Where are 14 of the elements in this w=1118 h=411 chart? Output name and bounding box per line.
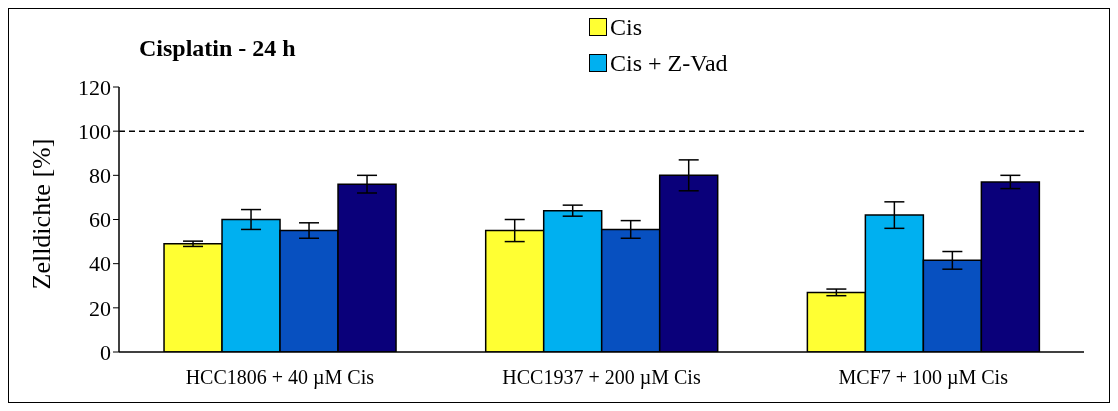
y-axis-title: Zelldichte [%] [27, 138, 57, 290]
y-tick-label: 80 [89, 163, 111, 189]
x-tick-label: MCF7 + 100 µM Cis [838, 366, 1009, 390]
y-tick-label: 0 [100, 339, 111, 365]
legend-label: Cis + Z-Vad [610, 49, 728, 78]
x-tick-label: HCC1806 + 40 µM Cis [185, 366, 375, 390]
legend-label: Cis [610, 13, 643, 42]
y-tick-label: 100 [78, 118, 111, 144]
y-tick-label: 20 [89, 295, 111, 321]
chart-title: Cisplatin - 24 h [139, 35, 296, 62]
x-tick-label: HCC1937 + 200 µM Cis [502, 366, 701, 390]
y-tick-label: 40 [89, 251, 111, 277]
y-tick-label: 120 [78, 74, 111, 100]
y-tick-label: 60 [89, 207, 111, 233]
